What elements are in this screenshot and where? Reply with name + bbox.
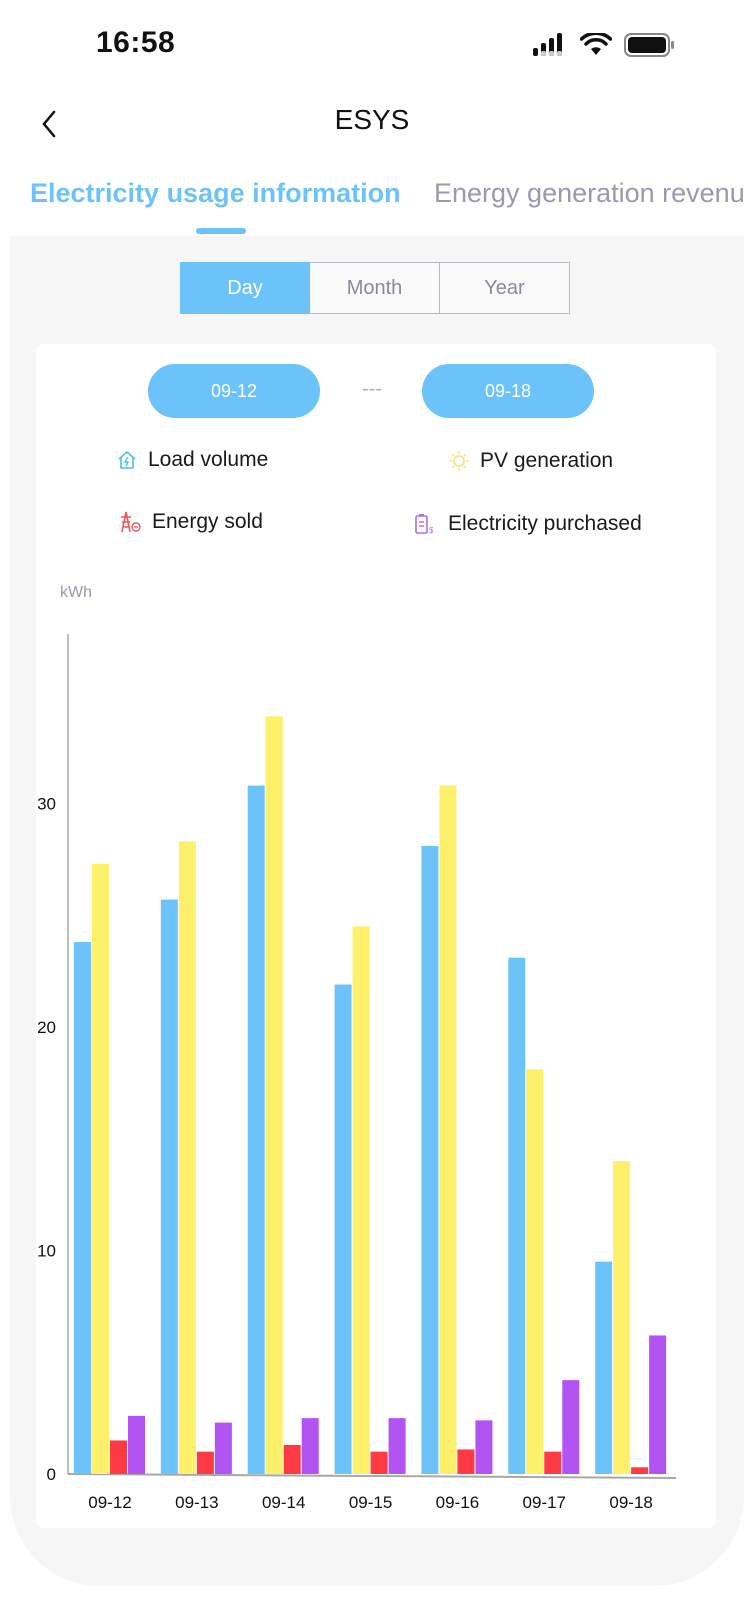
legend-item-electricity-purchased: $ Electricity purchased <box>414 512 642 536</box>
y-tick-label: 20 <box>37 1018 56 1037</box>
y-tick-label: 10 <box>37 1242 56 1261</box>
battery-icon <box>624 33 674 57</box>
date-range-separator: --- <box>362 378 382 400</box>
tab-energy-generation-revenue[interactable]: Energy generation revenue <box>434 178 744 208</box>
bar-chart: 0 10 20 30 09-12 09-13 09-14 09-15 09-16 09-17 09-… <box>37 634 677 1512</box>
legend-label: Load volume <box>148 448 269 471</box>
tab-electricity-usage[interactable]: Electricity usage information <box>30 178 401 208</box>
bar-electricity-purchased <box>388 1418 406 1474</box>
bar-energy-sold <box>631 1467 649 1474</box>
tab-bar: Electricity usage information Energy gen… <box>0 172 744 236</box>
bar-pv-generation <box>178 841 196 1474</box>
period-year-button[interactable]: Year <box>440 262 570 314</box>
x-tick-label: 09-14 <box>262 1493 305 1512</box>
bar-pv-generation <box>613 1161 631 1474</box>
legend-item-pv-generation: PV generation <box>448 449 613 473</box>
bar-load-volume <box>247 785 265 1474</box>
nav-bar: ESYS <box>0 92 744 152</box>
bar-pv-generation <box>526 1069 544 1474</box>
wifi-icon <box>580 33 612 55</box>
period-month-button[interactable]: Month <box>310 262 440 314</box>
bar-pv-generation <box>352 926 370 1474</box>
legend-label: Energy sold <box>152 510 263 533</box>
status-bar: 16:58 <box>0 0 744 90</box>
bar-energy-sold <box>110 1440 127 1474</box>
bar-load-volume <box>508 957 526 1474</box>
svg-text:$: $ <box>429 526 434 535</box>
x-axis-line <box>67 1473 677 1479</box>
x-tick-label: 09-17 <box>523 1493 566 1512</box>
sun-icon <box>449 451 469 471</box>
y-axis-unit-label: kWh <box>60 584 92 601</box>
bar-pv-generation <box>92 863 109 1474</box>
bar-energy-sold <box>457 1449 475 1474</box>
x-tick-label: 09-12 <box>88 1493 131 1512</box>
bar-pv-generation <box>439 785 457 1474</box>
end-date-button[interactable]: 09-18 <box>422 364 594 418</box>
bar-electricity-purchased <box>562 1380 580 1474</box>
bar-energy-sold <box>544 1451 562 1474</box>
x-tick-label: 09-18 <box>609 1493 652 1512</box>
page-title: ESYS <box>334 104 410 135</box>
bar-energy-sold <box>196 1451 214 1474</box>
bar-electricity-purchased <box>475 1420 493 1474</box>
legend-item-energy-sold: Energy sold <box>118 510 263 534</box>
start-date-button[interactable]: 09-12 <box>148 364 320 418</box>
period-day-button[interactable]: Day <box>180 262 310 314</box>
chevron-left-icon <box>42 110 56 138</box>
bar-load-volume <box>74 942 91 1474</box>
bar-load-volume <box>595 1261 613 1474</box>
active-tab-indicator <box>196 228 246 234</box>
y-tick-label: 30 <box>37 795 56 814</box>
power-tower-icon <box>121 511 141 533</box>
house-lightning-icon <box>118 451 136 469</box>
x-tick-label: 09-15 <box>349 1493 392 1512</box>
period-selector: Day Month Year <box>180 262 570 314</box>
bar-energy-sold <box>370 1451 388 1474</box>
bar-pv-generation <box>265 716 283 1474</box>
status-icons <box>532 32 676 58</box>
bar-load-volume <box>421 845 439 1474</box>
legend-label: PV generation <box>480 449 614 472</box>
y-tick-label: 0 <box>47 1465 56 1484</box>
battery-dollar-icon: $ <box>415 514 434 535</box>
cellular-signal-icon <box>533 33 562 56</box>
bar-electricity-purchased <box>128 1415 145 1474</box>
bar-electricity-purchased <box>301 1418 319 1474</box>
bar-electricity-purchased <box>649 1335 667 1474</box>
x-tick-label: 09-13 <box>175 1493 218 1512</box>
bar-load-volume <box>160 899 178 1474</box>
back-button[interactable] <box>36 102 66 142</box>
bar-electricity-purchased <box>214 1422 232 1474</box>
chart-card: 09-12 --- 09-18 Load volume PV generatio… <box>36 344 716 1528</box>
legend-label: Electricity purchased <box>448 512 642 535</box>
x-tick-label: 09-16 <box>436 1493 479 1512</box>
bar-load-volume <box>334 984 352 1474</box>
bar-energy-sold <box>283 1444 301 1474</box>
status-time: 16:58 <box>96 26 176 59</box>
legend-item-load-volume: Load volume <box>116 448 268 472</box>
